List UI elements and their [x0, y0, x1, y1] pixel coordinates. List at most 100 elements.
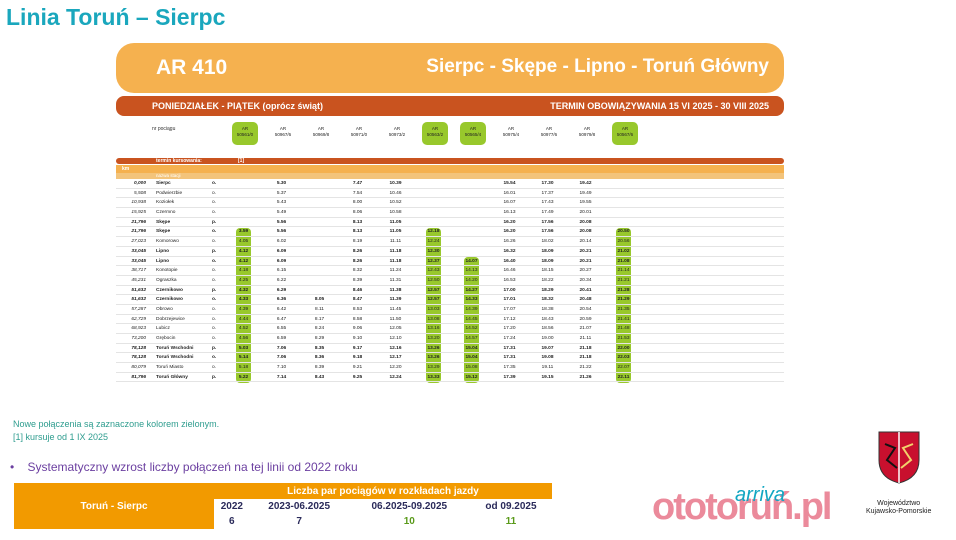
time-cell: 12.24 [427, 239, 440, 245]
time-cell: 14.27 [465, 287, 478, 293]
arr-dep-cell: o. [212, 229, 217, 235]
time-cell: 8.11 [315, 306, 324, 312]
km-cell: 51,632 [131, 287, 146, 293]
arr-dep-cell: p. [212, 287, 217, 293]
time-cell: 13.20 [427, 336, 440, 341]
arr-dep-cell: p. [212, 219, 217, 225]
time-cell: 8.58 [352, 316, 363, 322]
train-no-label: nr pociągu [152, 126, 176, 132]
time-cell: 13.29 [427, 365, 440, 371]
train-banner: AR 410 Sierpc - Skępe - Lipno - Toruń Gł… [116, 43, 784, 93]
time-cell: 17.56 [541, 219, 554, 225]
time-cell: 17.00 [503, 287, 516, 293]
time-cell: 8.19 [352, 239, 363, 245]
km-cell: 38,717 [131, 268, 146, 274]
time-cell: 8.00 [352, 200, 363, 206]
time-cell: 12.30 [427, 248, 440, 254]
ototorun-logo: ototoruń.pl [652, 486, 832, 528]
station-cell: Lipno [156, 248, 170, 254]
table-row: 51,632 Czernikowo o. 4.33 6.36 8.05 8.47 11.39 1… [116, 295, 784, 305]
validity-label: TERMIN OBOWIĄZYWANIA 15 VI 2025 - 30 VII… [550, 101, 769, 111]
time-cell: 19.49 [579, 190, 592, 196]
new-train-highlight [616, 227, 631, 383]
time-cell: 8.05 [314, 297, 325, 303]
km-cell: 33,045 [131, 258, 146, 264]
time-cell: 20.34 [579, 277, 592, 283]
time-cell: 12.57 [427, 297, 440, 303]
station-label: nazwa stacji [156, 173, 181, 178]
time-cell: 12.57 [427, 287, 440, 293]
time-cell: 20.41 [579, 287, 592, 293]
time-cell: 20.01 [579, 210, 592, 216]
time-cell: 11.38 [389, 287, 402, 293]
time-cell: 11.50 [389, 316, 402, 322]
time-cell: 16.13 [503, 210, 516, 216]
time-cell: 21.48 [617, 326, 630, 332]
time-cell: 18.09 [541, 258, 554, 264]
time-cell: 8.32 [352, 268, 363, 274]
time-cell: 18.29 [541, 287, 554, 293]
time-cell: 21.11 [579, 336, 592, 341]
time-cell: 8.06 [352, 210, 363, 216]
km-cell: 33,045 [131, 248, 146, 254]
table-row: 62,729 Dobrzejewice o. 4.44 6.47 8.17 8.58 11.5… [116, 315, 784, 325]
time-cell: 15.12 [465, 374, 478, 380]
table-row: 57,287 Obrowo o. 4.39 6.42 8.11 8.53 11.45 13.03… [116, 305, 784, 315]
station-cell: Toruń Główny [156, 374, 188, 380]
km-cell: 62,729 [131, 316, 146, 322]
time-cell: 14.07 [465, 258, 478, 264]
note-1: [1] kursuje od 1 IX 2025 [13, 432, 109, 442]
time-cell: 10.58 [389, 210, 402, 216]
time-cell: 18.22 [541, 277, 554, 283]
time-cell: 9.10 [352, 336, 363, 341]
table-row: 45,231 Ograszka o. 4.25 6.22 8.39 11.31 12.50 14… [116, 276, 784, 286]
station-cell: Skępe [156, 229, 171, 235]
time-cell: 8.24 [314, 326, 325, 332]
time-cell: 18.09 [541, 248, 554, 254]
time-cell: 8.35 [314, 345, 325, 351]
time-cell: 16.20 [503, 229, 516, 235]
time-cell: 22.03 [617, 355, 630, 361]
time-cell: 13.26 [427, 345, 440, 351]
arr-dep-cell: o. [212, 190, 217, 196]
table-row: 15,925 Czermno o. 5.49 8.06 10.58 16.13 17.49 20… [116, 208, 784, 218]
time-cell: 8.39 [314, 365, 325, 371]
arr-dep-cell: o. [212, 336, 217, 341]
time-cell: 9.21 [352, 365, 363, 371]
time-cell: 19.42 [579, 181, 592, 186]
arr-dep-cell: o. [212, 316, 217, 322]
time-cell: 17.30 [541, 181, 554, 186]
days-bar: PONIEDZIAŁEK - PIĄTEK (oprócz świąt) TER… [116, 96, 784, 116]
table-row: 81,796 Toruń Główny p. 5.22 7.14 8.43 9.25 12.2… [116, 373, 784, 383]
time-cell: 4.05 [238, 239, 249, 245]
time-cell: 20.08 [579, 219, 592, 225]
time-cell: 4.12 [238, 258, 249, 264]
time-cell: 16.40 [503, 258, 516, 264]
time-cell: 15.04 [465, 345, 478, 351]
time-cell: 19.55 [579, 200, 592, 206]
arr-dep-cell: o. [212, 200, 217, 206]
time-cell: 17.20 [503, 326, 516, 332]
time-cell: 5.22 [238, 374, 249, 380]
time-cell: 5.56 [276, 219, 287, 225]
time-cell: 11.05 [389, 229, 402, 235]
time-cell: 11.24 [389, 268, 402, 274]
time-cell: 12.50 [427, 277, 440, 283]
time-cell: 7.14 [276, 374, 287, 380]
table-row: 27,023 Komorowo o. 4.05 6.02 8.19 11.11 12.24 16… [116, 237, 784, 247]
station-cell: Obrowo [156, 306, 173, 312]
time-cell: 17.31 [503, 355, 516, 361]
time-cell: 16.20 [503, 219, 516, 225]
time-cell: 17.35 [503, 365, 516, 371]
time-cell: 4.18 [238, 268, 249, 274]
km-cell: 73,200 [131, 336, 146, 341]
time-cell: 10.52 [389, 200, 402, 206]
table-row: 78,128 Toruń Wschodni p. 5.03 7.06 8.35 9.17 12… [116, 344, 784, 354]
term-label: termin kursowania: [156, 158, 202, 164]
km-cell: 81,796 [131, 374, 146, 380]
time-cell: 13.16 [427, 326, 440, 332]
time-cell: 22.00 [617, 345, 630, 351]
stats-value: 11 [505, 516, 517, 527]
time-cell: 13.26 [427, 355, 440, 361]
time-cell: 21.29 [617, 297, 630, 303]
